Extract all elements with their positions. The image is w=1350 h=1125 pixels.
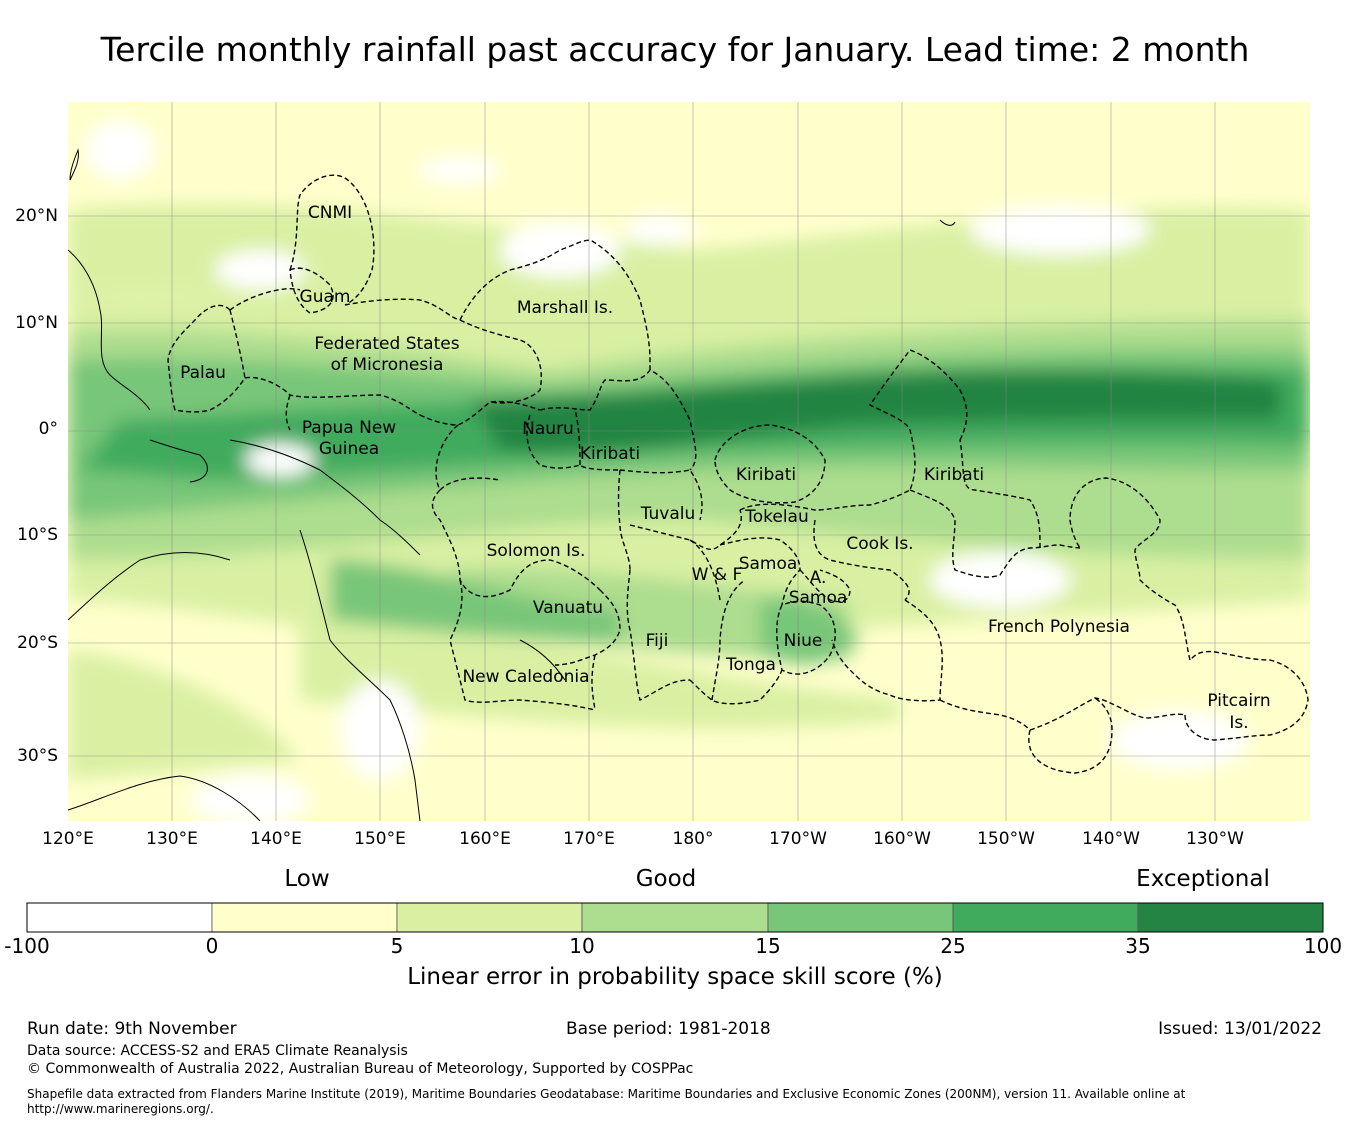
region-label: Vanuatu [533, 598, 603, 618]
region-label: Pitcairn [1207, 691, 1270, 711]
colorbar-swatch [1137, 902, 1324, 933]
region-label: New Caledonia [462, 667, 589, 687]
colorbar-tick: 25 [940, 934, 966, 958]
region-label: of Micronesia [331, 355, 444, 375]
lon-label: 150°W [977, 829, 1035, 849]
coastlines [68, 148, 956, 821]
data-source: Data source: ACCESS-S2 and ERA5 Climate … [27, 1043, 408, 1059]
shapefile-url: http://www.marineregions.org/. [27, 1102, 214, 1116]
region-label: Papua New [302, 418, 396, 438]
run-date: Run date: 9th November [27, 1019, 237, 1039]
region-label: Kiribati [736, 465, 796, 485]
base-period: Base period: 1981-2018 [566, 1019, 771, 1039]
region-label: Solomon Is. [487, 541, 586, 561]
colorbar-swatch [952, 902, 1139, 933]
lon-label: 180° [672, 829, 714, 849]
lon-label: 120°E [42, 829, 94, 849]
lat-label: 10°N [15, 313, 58, 333]
map-title: Tercile monthly rainfall past accuracy f… [100, 30, 1250, 69]
region-label: Guam [300, 287, 351, 307]
colorbar-category-low: Low [284, 866, 330, 892]
lat-label: 0° [38, 419, 58, 439]
copyright: © Commonwealth of Australia 2022, Austra… [27, 1061, 694, 1077]
graticule [68, 102, 1310, 821]
lat-label: 20°S [17, 633, 58, 653]
region-label: W & F [692, 565, 743, 585]
eez-boundaries [167, 174, 1309, 774]
colorbar-tick: 0 [205, 934, 219, 958]
skill-field [68, 120, 1310, 821]
region-label: Guinea [319, 439, 379, 459]
colorbar-tick: 15 [755, 934, 781, 958]
lat-label: 30°S [17, 746, 58, 766]
colorbar-category-exceptional: Exceptional [1136, 866, 1270, 892]
region-label: Federated States [314, 334, 459, 354]
colorbar-swatch [211, 902, 398, 933]
colorbar-swatch [396, 902, 583, 933]
region-label: CNMI [308, 203, 352, 223]
lat-label: 20°N [15, 206, 58, 226]
colorbar [26, 902, 1324, 933]
colorbar-tick: 5 [390, 934, 404, 958]
region-labels: CNMI Guam Marshall Is. Federated States … [180, 203, 1271, 733]
region-label: French Polynesia [988, 617, 1130, 637]
region-label: Samoa [789, 588, 848, 608]
region-label: Nauru [522, 419, 574, 439]
region-label: Tokelau [744, 507, 809, 527]
region-label: Is. [1229, 713, 1248, 733]
lon-label: 150°E [354, 829, 406, 849]
region-label: Samoa [739, 554, 798, 574]
region-label: Cook Is. [846, 534, 913, 554]
lon-label: 160°E [459, 829, 511, 849]
lon-label: 170°W [769, 829, 827, 849]
lon-label: 140°E [250, 829, 302, 849]
issued-date: Issued: 13/01/2022 [1158, 1019, 1322, 1039]
lon-label: 160°W [873, 829, 931, 849]
region-label: Tonga [725, 655, 776, 675]
colorbar-swatch [26, 902, 213, 933]
shapefile-credit: Shapefile data extracted from Flanders M… [27, 1087, 1186, 1101]
region-label: A. [810, 568, 827, 588]
lon-label: 130°W [1186, 829, 1244, 849]
region-label: Tuvalu [640, 504, 696, 524]
colorbar-swatch [767, 902, 954, 933]
region-label: Kiribati [580, 444, 640, 464]
lat-label: 10°S [17, 525, 58, 545]
region-label: Kiribati [924, 465, 984, 485]
colorbar-category-good: Good [635, 866, 697, 892]
region-label: Niue [784, 631, 823, 651]
colorbar-swatch [581, 902, 769, 933]
lon-label: 130°E [146, 829, 198, 849]
colorbar-tick: 100 [1303, 934, 1343, 958]
region-label: Marshall Is. [517, 298, 613, 318]
colorbar-title: Linear error in probability space skill … [407, 964, 943, 990]
lon-label: 140°W [1082, 829, 1140, 849]
region-label: Fiji [646, 631, 669, 651]
lon-label: 170°E [563, 829, 615, 849]
colorbar-tick: -100 [4, 934, 50, 958]
colorbar-tick: 35 [1125, 934, 1151, 958]
region-label: Palau [180, 363, 226, 383]
colorbar-tick: 10 [569, 934, 595, 958]
